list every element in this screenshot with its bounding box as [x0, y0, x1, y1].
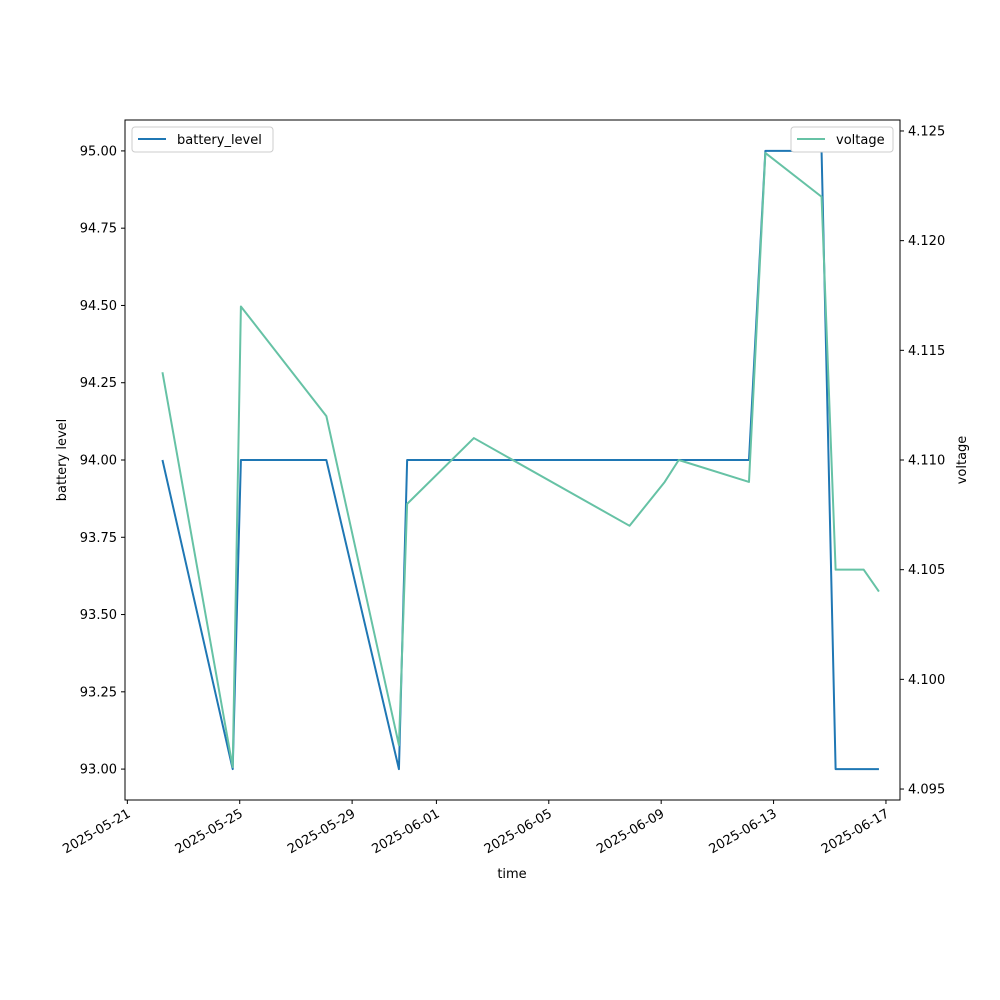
right-y-tick-label: 4.120 [908, 234, 945, 249]
right-y-tick-label: 4.105 [908, 563, 945, 578]
left-y-tick-label: 94.25 [80, 376, 117, 391]
series-line-voltage [161, 151, 880, 769]
right-y-tick-label: 4.125 [908, 124, 945, 139]
legend-right-label: voltage [836, 133, 885, 148]
left-y-tick-label: 93.50 [80, 608, 117, 623]
left-y-tick-label: 94.00 [80, 454, 117, 469]
series-layer [161, 149, 880, 771]
right-y-axis-label: voltage [955, 436, 970, 485]
right-y-tick-label: 4.115 [908, 344, 945, 359]
right-y-tick-label: 4.095 [908, 783, 945, 798]
legend-right: voltage [790, 126, 894, 153]
right-y-tick-label: 4.100 [908, 673, 945, 688]
legend-right-box [790, 126, 894, 153]
left-y-axis-label: battery level [55, 419, 70, 502]
legend-left-label: battery_level [177, 133, 262, 148]
left-y-tick-label: 93.75 [80, 531, 117, 546]
left-y-tick-label: 94.75 [80, 222, 117, 237]
legend-left: battery_level [131, 126, 274, 153]
left-y-tick-label: 94.50 [80, 299, 117, 314]
left-y-tick-label: 93.00 [80, 763, 117, 778]
left-y-tick-label: 93.25 [80, 685, 117, 700]
x-axis-label: time [497, 867, 526, 882]
right-y-tick-label: 4.110 [908, 454, 945, 469]
series-line-battery-level [161, 149, 879, 771]
legend-left-box [131, 126, 274, 153]
left-y-tick-label: 95.00 [80, 144, 117, 159]
